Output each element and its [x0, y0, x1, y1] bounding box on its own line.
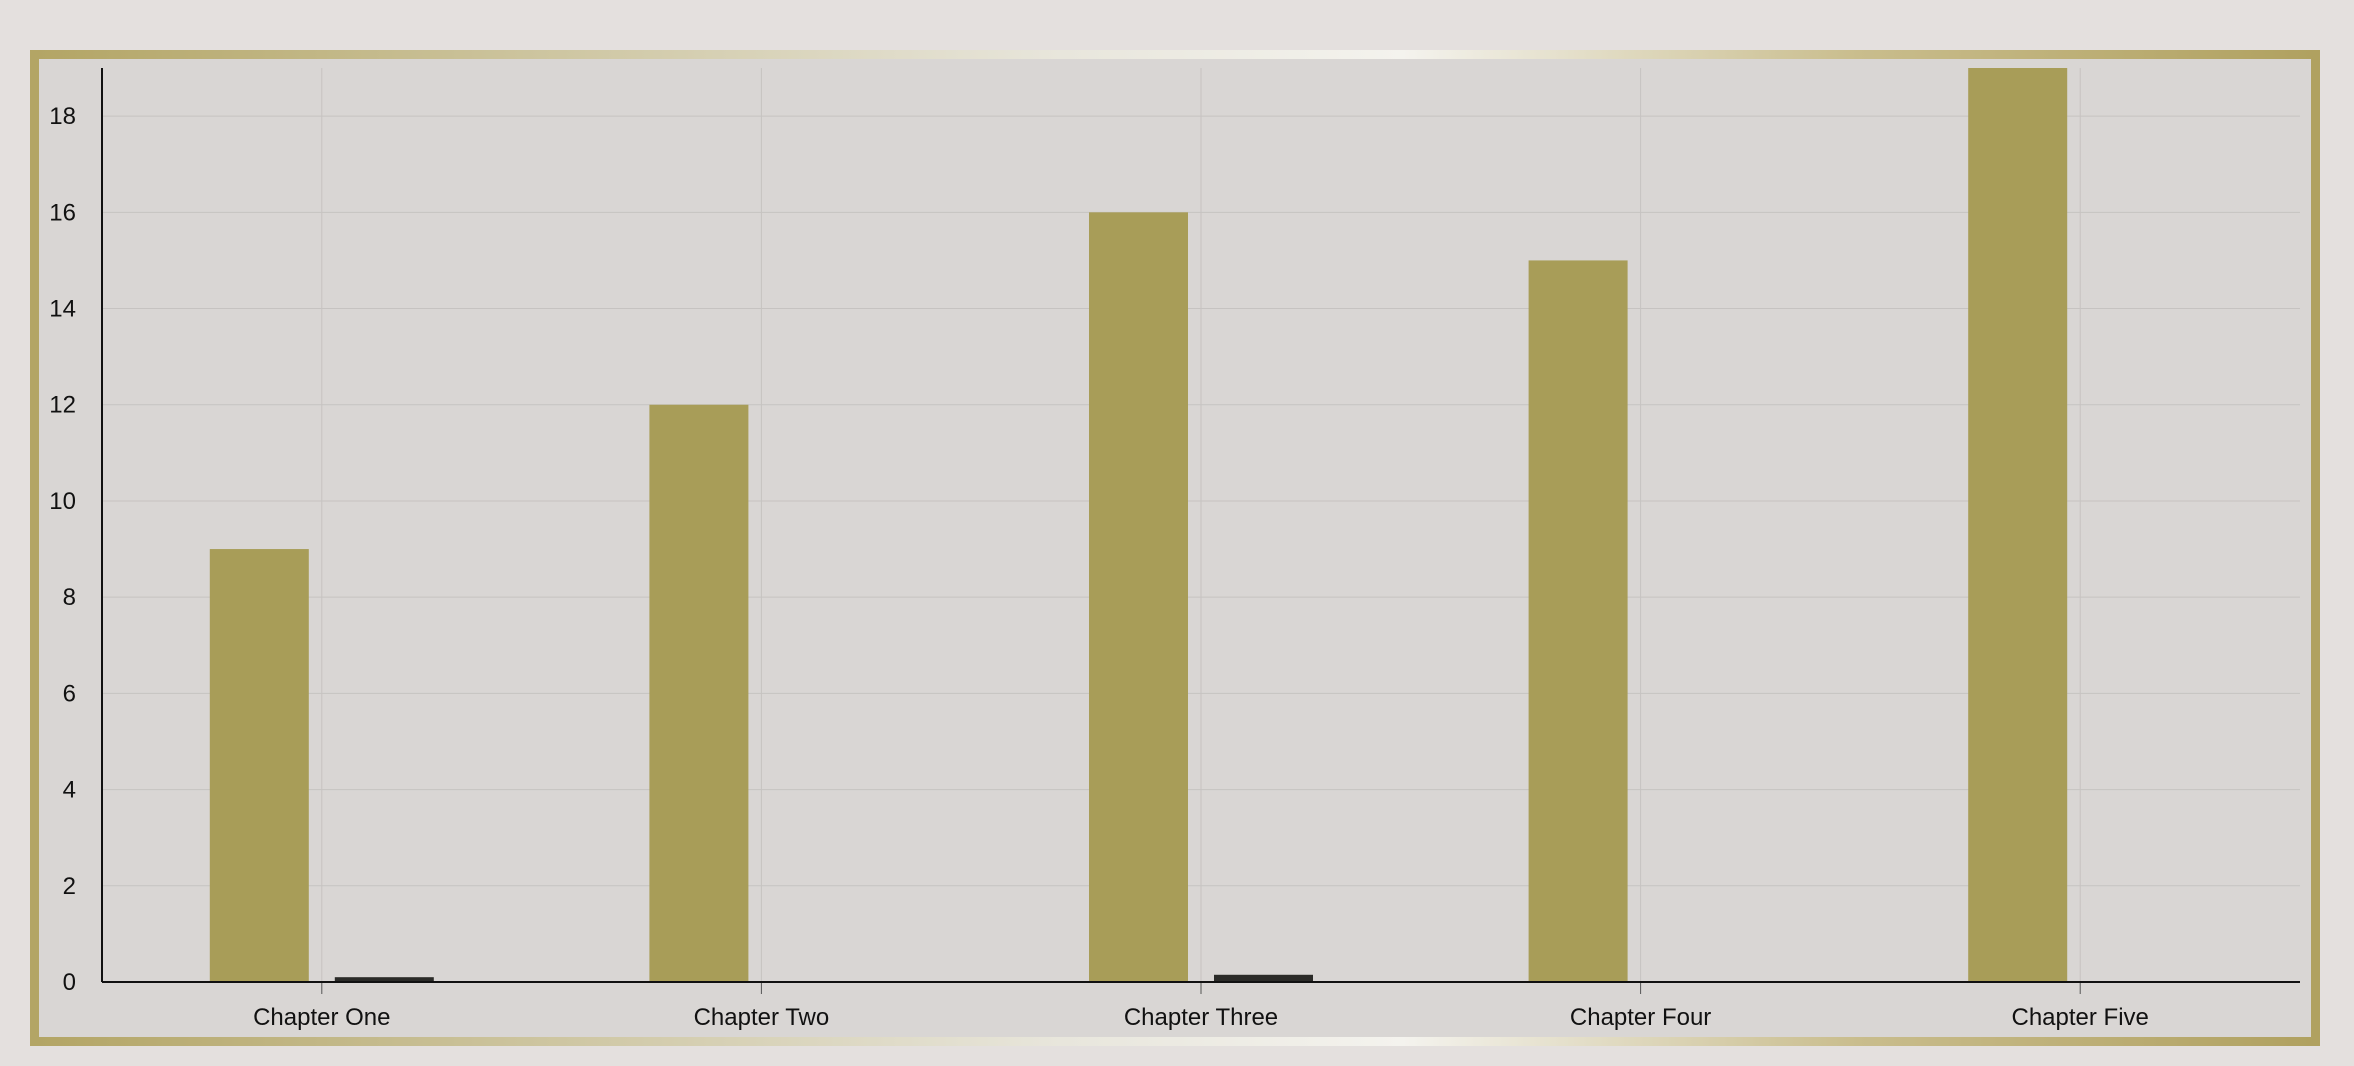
y-tick-label: 8	[63, 584, 76, 611]
x-tick-label: Chapter Five	[2012, 1004, 2149, 1031]
y-tick-label: 0	[63, 969, 76, 996]
x-tick-label: Chapter Four	[1570, 1004, 1711, 1031]
bar-series-1-4	[1528, 260, 1628, 983]
bar-series-1-5	[1968, 68, 2068, 982]
y-tick-label: 6	[63, 680, 76, 707]
bar-series-1-3	[1089, 212, 1188, 982]
y-tick-label: 2	[63, 873, 76, 900]
y-tick-label: 4	[63, 777, 76, 804]
x-tick-label: Chapter Three	[1124, 1004, 1278, 1031]
bar-series-2-3	[1214, 974, 1313, 982]
y-tick-label: 10	[49, 488, 76, 515]
bar-series-2-1	[334, 977, 434, 982]
x-tick-label: Chapter One	[253, 1004, 390, 1031]
y-tick-label: 14	[49, 296, 76, 323]
bar-series-1-1	[209, 549, 309, 982]
x-tick-label: Chapter Two	[694, 1004, 830, 1031]
y-tick-label: 18	[49, 103, 76, 130]
bar-series-1-2	[649, 404, 749, 983]
y-tick-label: 16	[49, 199, 76, 226]
y-tick-label: 12	[49, 392, 76, 419]
